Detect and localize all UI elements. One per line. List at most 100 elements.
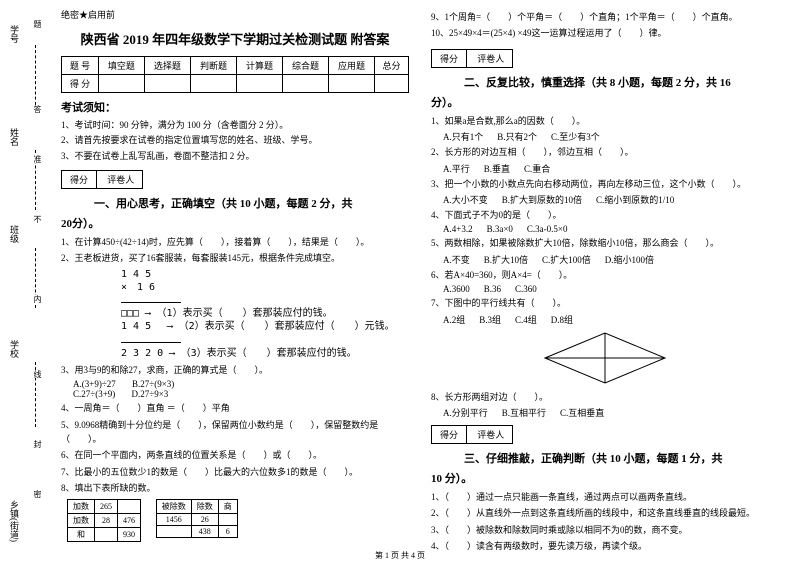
seal-marker: 封 <box>32 440 43 448</box>
cell: 1456 <box>156 514 191 526</box>
question: 6、若A×40=360，则A×4=（ ）。 <box>431 268 779 282</box>
mini-table-b: 被除数除数商 145626 4386 <box>156 499 238 538</box>
calc-val: 1 4 5 <box>121 321 151 332</box>
binding-column: 学号 姓名 班级 学校 乡镇(街道) 题 答 准 不 内 线 封 密 <box>0 0 50 565</box>
question: 6、在同一个平面内，两条直线的位置关系是（ ）或（ ）。 <box>61 448 409 462</box>
calc-note: （2）表示买（ ）套那装应付（ ）元钱。 <box>179 321 395 332</box>
calc-val: □□□ <box>121 308 139 319</box>
question: 9、1个周角=（ ）个平角＝（ ）个直角；1个平角＝（ ）个直角。 <box>431 10 779 24</box>
opt: A.不变 <box>443 255 470 265</box>
opt: C.360 <box>515 284 537 294</box>
cell: 得 分 <box>62 75 99 93</box>
notice-line: 1、考试时间：90 分钟，满分为 100 分（含卷面分 2 分）。 <box>61 118 409 133</box>
score-label: 得分 <box>432 426 467 443</box>
opt: B.27÷(9×3) <box>132 379 174 389</box>
section-2-title: 二、反复比较，慎重选择（共 8 小题，每题 2 分，共 16 <box>431 74 779 90</box>
cell: 综合题 <box>283 57 329 75</box>
cell <box>375 75 409 93</box>
arrow-icon: ⟶ <box>169 349 174 359</box>
seal-marker: 不 <box>32 215 43 223</box>
left-page: 绝密★启用前 陕西省 2019 年四年级数学下学期过关检测试题 附答案 题 号 … <box>55 0 415 540</box>
opt: C.27÷(3+9) <box>73 389 115 399</box>
opt: A.平行 <box>443 164 470 174</box>
cell <box>283 75 329 93</box>
arrow-icon: ⟶ <box>167 322 172 332</box>
question: 3、把一个小数的小数点先向右移动两位，再向左移动三位，这个小数（ ）。 <box>431 177 779 191</box>
rule-line <box>121 302 181 303</box>
question: 5、9.0968精确到十分位约是（ ），保留两位小数约是（ ），保留整数约是（ … <box>61 418 409 447</box>
question: 3、用3与9的和除27，求商，正确的算式是（ ）。 <box>61 363 409 377</box>
opt: B.扩大10倍 <box>484 255 528 265</box>
cell: 6 <box>218 526 237 538</box>
cell: 265 <box>95 500 118 514</box>
opt: C.重合 <box>524 164 550 174</box>
section-1-title: 一、用心思考，正确填空（共 10 小题，每题 2 分，共 <box>61 195 409 211</box>
seal-marker: 线 <box>32 370 43 378</box>
opt: B.扩大到原数的10倍 <box>502 195 582 205</box>
opt: A.分别平行 <box>443 408 488 418</box>
cell: 和 <box>68 528 95 542</box>
binding-label: 乡镇(街道) <box>8 500 21 542</box>
question: 2、长方形的对边互相（ ），邻边互相（ ）。 <box>431 145 779 159</box>
binding-label: 姓名 <box>8 128 21 146</box>
cell: 476 <box>118 514 141 528</box>
arrow-icon: ⟶ <box>145 309 150 319</box>
opt: C.互相垂直 <box>560 408 604 418</box>
cell: 总分 <box>375 57 409 75</box>
cell: 加数 <box>68 500 95 514</box>
notice-title: 考试须知： <box>61 99 409 115</box>
cell: 选择题 <box>144 57 190 75</box>
opt: B.互相平行 <box>502 408 546 418</box>
cell: 除数 <box>191 500 218 514</box>
question: 3、（ ）被除数和除数同时乘或除以相同不为0的数，商不变。 <box>431 523 779 537</box>
score-box: 得分 评卷人 <box>61 170 143 189</box>
section-3-title: 三、仔细推敲，正确判断（共 10 小题，每题 1 分，共 <box>431 450 779 466</box>
opt: B.36 <box>484 284 501 294</box>
opt: D.27÷9×3 <box>132 389 169 399</box>
binding-label: 学号 <box>8 25 21 43</box>
table-row: 得 分 <box>62 75 409 93</box>
calc-note: （1）表示买（ ）套那装应付的钱。 <box>157 308 333 319</box>
notice-line: 2、请首先按要求在试卷的指定位置填写您的姓名、班级、学号。 <box>61 133 409 148</box>
cell: 438 <box>191 526 218 538</box>
cell: 题 号 <box>62 57 99 75</box>
question: 1、如果a是合数,那么a的因数（ ）。 <box>431 114 779 128</box>
question: 5、两数相除，如果被除数扩大10倍，除数缩小10倍，那么商会（ ）。 <box>431 236 779 250</box>
seal-marker: 密 <box>32 490 43 498</box>
opt: C.至少有3个 <box>551 132 600 142</box>
cell: 930 <box>118 528 141 542</box>
binding-label: 学校 <box>8 340 21 358</box>
seal-marker: 答 <box>32 105 43 113</box>
question: 4、一周角＝（ ）直角 ＝（ ）平角 <box>61 401 409 415</box>
section-3-tail: 10 分）。 <box>431 470 779 486</box>
options: A.(3+9)÷27 B.27÷(9×3) <box>73 379 409 389</box>
options: C.27÷(3+9) D.27÷9×3 <box>73 389 409 399</box>
calc-note: （3）表示买（ ）套那装应付的钱。 <box>181 348 357 359</box>
seal-marker: 内 <box>32 295 43 303</box>
cell: 判断题 <box>190 57 236 75</box>
question: 2、（ ）从直线外一点到这条直线所画的线段中，和这条直线垂直的线段最短。 <box>431 506 779 520</box>
rule-line <box>121 342 181 343</box>
mini-table-a: 加数265 加数28476 和930 <box>67 499 141 542</box>
question: 1、（ ）通过一点只能画一条直线，通过两点可以画两条直线。 <box>431 490 779 504</box>
score-box: 得分 评卷人 <box>431 425 513 444</box>
exam-title: 陕西省 2019 年四年级数学下学期过关检测试题 附答案 <box>61 29 409 48</box>
grader-label: 评卷人 <box>99 171 142 188</box>
cell: 被除数 <box>156 500 191 514</box>
cell: 填空题 <box>98 57 144 75</box>
cell: 应用题 <box>329 57 375 75</box>
cell <box>156 526 191 538</box>
cell: 28 <box>95 514 118 528</box>
binding-line <box>35 45 36 110</box>
opt: B.只有2个 <box>497 132 537 142</box>
right-page: 9、1个周角=（ ）个平角＝（ ）个直角；1个平角＝（ ）个直角。 10、25×… <box>425 0 785 540</box>
page-footer: 第 1 页 共 4 页 <box>0 550 800 561</box>
question: 10、25×49×4＝(25×4) ×49这一运算过程运用了（ ）律。 <box>431 26 779 40</box>
cell: 计算题 <box>236 57 282 75</box>
score-table: 题 号 填空题 选择题 判断题 计算题 综合题 应用题 总分 得 分 <box>61 56 409 93</box>
grader-label: 评卷人 <box>469 50 512 67</box>
opt: C.4组 <box>515 315 537 325</box>
opt: D.缩小100倍 <box>605 255 654 265</box>
question: 8、填出下表所缺的数。 <box>61 481 409 495</box>
cell <box>144 75 190 93</box>
